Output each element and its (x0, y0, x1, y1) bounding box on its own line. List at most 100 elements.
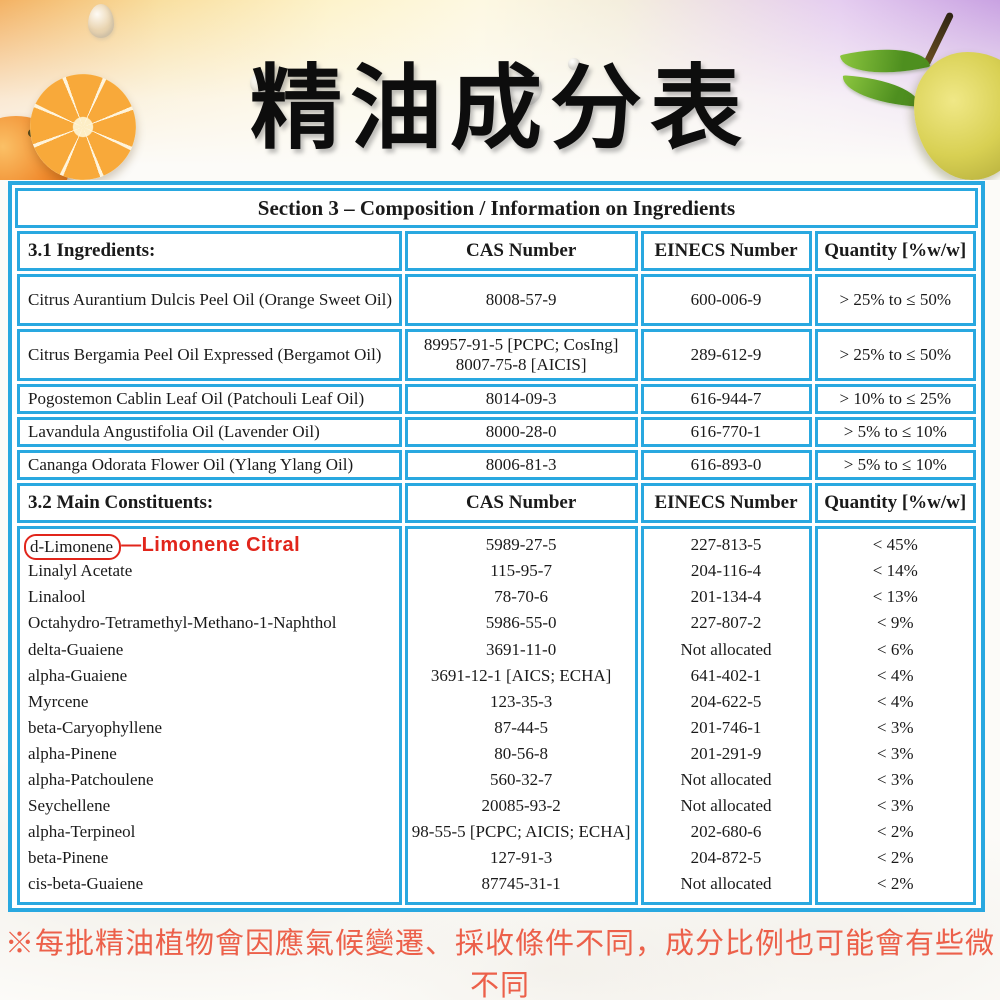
quantity-value: < 3% (877, 743, 914, 763)
water-droplet-icon (508, 72, 542, 106)
ingredients-table: 3.1 Ingredients: CAS Number EINECS Numbe… (14, 228, 979, 908)
constituent-name: alpha-Terpineol (28, 822, 136, 842)
highlight-oval: d-Limonene (24, 534, 122, 561)
einecs-number: 201-134-4 (690, 587, 762, 607)
einecs-number: 227-807-2 (690, 613, 762, 633)
constituent-name: Linalyl Acetate (28, 561, 133, 581)
constituent-name: Seychellene (28, 796, 111, 816)
constituent-name: d-Limonene —Limonene Citral (24, 532, 395, 561)
einecs-number: Not allocated (680, 874, 772, 894)
einecs-number: 616-770-1 (640, 417, 812, 448)
column-header-quantity: Quantity [%w/w] (814, 231, 976, 271)
einecs-number: 600-006-9 (640, 274, 812, 326)
quantity-value: < 2% (877, 874, 914, 894)
quantity-value: < 4% (877, 691, 914, 711)
einecs-number: 201-291-9 (690, 743, 762, 763)
einecs-number: 204-116-4 (690, 561, 762, 581)
cas-number: 560-32-7 (489, 769, 553, 789)
quantity-value: < 3% (877, 717, 914, 737)
water-droplet-icon (568, 58, 580, 70)
quantity-value: < 14% (872, 561, 918, 581)
column-header-cas: CAS Number (404, 231, 638, 271)
einecs-number: 289-612-9 (640, 329, 812, 381)
water-droplet-icon (250, 72, 272, 94)
cas-number: 123-35-3 (489, 691, 553, 711)
cas-line: 89957-91-5 [PCPC; CosIng] (423, 334, 619, 354)
table-header-row: 3.1 Ingredients: CAS Number EINECS Numbe… (17, 231, 976, 271)
quantity-value: < 3% (877, 796, 914, 816)
constituent-name: alpha-Guaiene (28, 665, 128, 685)
footnote: ※每批精油植物會因應氣候變遷、採收條件不同，成分比例也可能會有些微不同 (4, 928, 995, 1000)
quantity-value: < 45% (872, 535, 918, 555)
table-row: Citrus Bergamia Peel Oil Expressed (Berg… (17, 329, 976, 381)
ingredient-name: Citrus Aurantium Dulcis Peel Oil (Orange… (17, 274, 402, 326)
einecs-number: 201-746-1 (690, 717, 762, 737)
table-row: Citrus Aurantium Dulcis Peel Oil (Orange… (17, 274, 976, 326)
einecs-number: 641-402-1 (690, 665, 762, 685)
constituent-name: Linalool (28, 587, 86, 607)
table-row: Pogostemon Cablin Leaf Oil (Patchouli Le… (17, 384, 976, 415)
section-header: Section 3 – Composition / Information on… (15, 188, 978, 228)
cas-number: 8006-81-3 (404, 450, 638, 481)
constituent-name: cis-beta-Guaiene (28, 874, 144, 894)
table-row: Cananga Odorata Flower Oil (Ylang Ylang … (17, 450, 976, 481)
ingredient-name: Lavandula Angustifolia Oil (Lavender Oil… (17, 417, 402, 448)
table-header-row: 3.2 Main Constituents: CAS Number EINECS… (17, 483, 976, 524)
cas-number: 8008-57-9 (404, 274, 638, 326)
cas-number: 98-55-5 [PCPC; AICIS; ECHA] (411, 822, 631, 842)
column-header-cas: CAS Number (404, 483, 638, 524)
cas-number: 3691-12-1 [AICS; ECHA] (430, 665, 612, 685)
column-header-einecs: EINECS Number (640, 483, 812, 524)
column-header-quantity: Quantity [%w/w] (814, 483, 976, 524)
composition-table: Section 3 – Composition / Information on… (8, 181, 985, 913)
einecs-number: 204-872-5 (690, 848, 762, 868)
water-droplet-icon (88, 4, 114, 38)
constituent-name: alpha-Pinene (28, 743, 117, 763)
quantity-value: < 4% (877, 665, 914, 685)
ingredient-name: Cananga Odorata Flower Oil (Ylang Ylang … (17, 450, 402, 481)
quantity-value: > 25% to ≤ 50% (814, 274, 976, 326)
quantity-value: < 9% (877, 613, 914, 633)
quantity-value: < 2% (877, 822, 914, 842)
table-row: Lavandula Angustifolia Oil (Lavender Oil… (17, 417, 976, 448)
page-title: 精油成分表 (249, 58, 750, 160)
quantity-value: > 5% to ≤ 10% (814, 450, 976, 481)
quantity-value: < 3% (877, 769, 914, 789)
einecs-number: 227-813-5 (690, 535, 762, 555)
cas-number: 20085-93-2 (481, 796, 561, 816)
constituent-name: Octahydro-Tetramethyl-Methano-1-Naphthol (28, 613, 337, 633)
einecs-number: 204-622-5 (690, 691, 762, 711)
annotation-limonene-citral: —Limonene Citral (121, 534, 301, 557)
cas-number: 89957-91-5 [PCPC; CosIng] 8007-75-8 [AIC… (404, 329, 638, 381)
quantity-value: < 13% (872, 587, 918, 607)
quantity-value: > 25% to ≤ 50% (814, 329, 976, 381)
cas-number: 5986-55-0 (485, 613, 557, 633)
constituent-name: delta-Guaiene (28, 639, 124, 659)
constituent-name-list: d-Limonene —Limonene Citral Linalyl Aceta… (17, 526, 402, 906)
ingredient-name: Citrus Bergamia Peel Oil Expressed (Berg… (17, 329, 402, 381)
header-banner: 精油成分表 (0, 0, 1000, 180)
quantity-value: > 10% to ≤ 25% (814, 384, 976, 415)
column-header-ingredients: 3.1 Ingredients: (17, 231, 402, 271)
cas-number: 8014-09-3 (404, 384, 638, 415)
cas-number: 8000-28-0 (404, 417, 638, 448)
ingredient-name: Pogostemon Cablin Leaf Oil (Patchouli Le… (17, 384, 402, 415)
cas-line: 8007-75-8 [AICIS] (455, 355, 587, 374)
constituent-einecs-list: 227-813-5 204-116-4 201-134-4 227-807-2 … (640, 526, 812, 906)
constituent-cas-list: 5989-27-5 115-95-7 78-70-6 5986-55-0 369… (404, 526, 638, 906)
cas-number: 87-44-5 (494, 717, 549, 737)
cas-number: 78-70-6 (494, 587, 549, 607)
quantity-value: > 5% to ≤ 10% (814, 417, 976, 448)
constituents-row: d-Limonene —Limonene Citral Linalyl Aceta… (17, 526, 976, 906)
constituent-quantity-list: < 45% < 14% < 13% < 9% < 6% < 4% < 4% < … (814, 526, 976, 906)
einecs-number: 202-680-6 (690, 822, 762, 842)
quantity-value: < 6% (877, 639, 914, 659)
cas-number: 87745-31-1 (481, 874, 561, 894)
quantity-value: < 2% (877, 848, 914, 868)
constituent-name: Myrcene (28, 691, 89, 711)
constituent-name: beta-Caryophyllene (28, 717, 163, 737)
column-header-constituents: 3.2 Main Constituents: (17, 483, 402, 524)
cas-number: 80-56-8 (494, 743, 549, 763)
constituent-name: beta-Pinene (28, 848, 109, 868)
